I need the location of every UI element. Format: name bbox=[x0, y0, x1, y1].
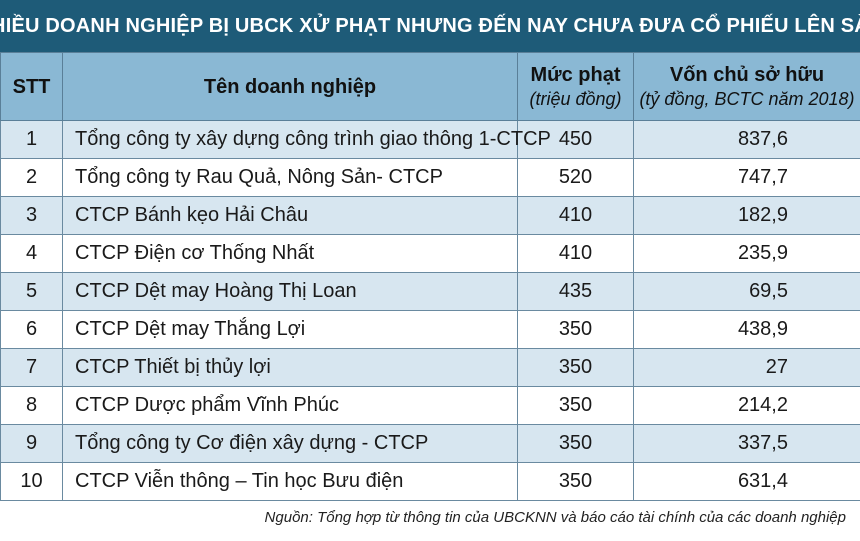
cell-stt: 10 bbox=[0, 462, 63, 501]
cell-capital: 438,9 bbox=[633, 310, 860, 349]
cell-stt: 4 bbox=[0, 234, 63, 273]
cell-stt: 9 bbox=[0, 424, 63, 463]
table-row: 7 CTCP Thiết bị thủy lợi 350 27 bbox=[0, 348, 860, 387]
table-row: 8 CTCP Dược phẩm Vĩnh Phúc 350 214,2 bbox=[0, 386, 860, 425]
cell-stt: 5 bbox=[0, 272, 63, 311]
cell-fine: 350 bbox=[517, 310, 634, 349]
cell-fine: 520 bbox=[517, 158, 634, 197]
table-row: 1 Tổng công ty xây dựng công trình giao … bbox=[0, 120, 860, 159]
header-capital-label: Vốn chủ sở hữu bbox=[669, 63, 825, 86]
cell-name: Tổng công ty Rau Quả, Nông Sản- CTCP bbox=[62, 158, 518, 197]
table-row: 3 CTCP Bánh kẹo Hải Châu 410 182,9 bbox=[0, 196, 860, 235]
cell-name: CTCP Dệt may Thắng Lợi bbox=[62, 310, 518, 349]
cell-capital: 27 bbox=[633, 348, 860, 387]
cell-fine: 350 bbox=[517, 424, 634, 463]
table-row: 2 Tổng công ty Rau Quả, Nông Sản- CTCP 5… bbox=[0, 158, 860, 197]
header-capital-unit: (tỷ đồng, BCTC năm 2018) bbox=[639, 88, 855, 109]
cell-name: CTCP Thiết bị thủy lợi bbox=[62, 348, 518, 387]
table-row: 10 CTCP Viễn thông – Tin học Bưu điện 35… bbox=[0, 462, 860, 501]
header-fine-unit: (triệu đồng) bbox=[529, 88, 622, 109]
header-capital: Vốn chủ sở hữu (tỷ đồng, BCTC năm 2018) bbox=[633, 52, 860, 121]
cell-capital: 69,5 bbox=[633, 272, 860, 311]
cell-capital: 182,9 bbox=[633, 196, 860, 235]
cell-name: CTCP Bánh kẹo Hải Châu bbox=[62, 196, 518, 235]
table-row: 9 Tổng công ty Cơ điện xây dựng - CTCP 3… bbox=[0, 424, 860, 463]
cell-fine: 435 bbox=[517, 272, 634, 311]
cell-stt: 8 bbox=[0, 386, 63, 425]
header-stt: STT bbox=[0, 52, 63, 121]
cell-stt: 7 bbox=[0, 348, 63, 387]
cell-capital: 837,6 bbox=[633, 120, 860, 159]
source-note: Nguồn: Tổng hợp từ thông tin của UBCKNN … bbox=[264, 509, 846, 526]
cell-name: CTCP Dệt may Hoàng Thị Loan bbox=[62, 272, 518, 311]
cell-fine: 450 bbox=[517, 120, 634, 159]
table-row: 6 CTCP Dệt may Thắng Lợi 350 438,9 bbox=[0, 310, 860, 349]
cell-name: CTCP Viễn thông – Tin học Bưu điện bbox=[62, 462, 518, 501]
cell-fine: 410 bbox=[517, 234, 634, 273]
cell-capital: 235,9 bbox=[633, 234, 860, 273]
cell-stt: 2 bbox=[0, 158, 63, 197]
cell-stt: 6 bbox=[0, 310, 63, 349]
cell-capital: 337,5 bbox=[633, 424, 860, 463]
cell-stt: 1 bbox=[0, 120, 63, 159]
penalty-table: STT Tên doanh nghiệp Mức phạt (triệu đồn… bbox=[0, 52, 860, 501]
cell-name: CTCP Điện cơ Thống Nhất bbox=[62, 234, 518, 273]
cell-fine: 350 bbox=[517, 462, 634, 501]
cell-fine: 350 bbox=[517, 386, 634, 425]
cell-capital: 214,2 bbox=[633, 386, 860, 425]
cell-stt: 3 bbox=[0, 196, 63, 235]
header-fine: Mức phạt (triệu đồng) bbox=[517, 52, 634, 121]
cell-capital: 631,4 bbox=[633, 462, 860, 501]
cell-fine: 410 bbox=[517, 196, 634, 235]
header-row: STT Tên doanh nghiệp Mức phạt (triệu đồn… bbox=[0, 52, 860, 121]
cell-name: Tổng công ty Cơ điện xây dựng - CTCP bbox=[62, 424, 518, 463]
header-name: Tên doanh nghiệp bbox=[62, 52, 518, 121]
table-title: NHIỀU DOANH NGHIỆP BỊ UBCK XỬ PHẠT NHƯNG… bbox=[0, 0, 860, 52]
cell-name: Tổng công ty xây dựng công trình giao th… bbox=[62, 120, 551, 159]
header-fine-label: Mức phạt bbox=[530, 63, 621, 86]
table-row: 4 CTCP Điện cơ Thống Nhất 410 235,9 bbox=[0, 234, 860, 273]
cell-fine: 350 bbox=[517, 348, 634, 387]
cell-name: CTCP Dược phẩm Vĩnh Phúc bbox=[62, 386, 518, 425]
cell-capital: 747,7 bbox=[633, 158, 860, 197]
table-row: 5 CTCP Dệt may Hoàng Thị Loan 435 69,5 bbox=[0, 272, 860, 311]
